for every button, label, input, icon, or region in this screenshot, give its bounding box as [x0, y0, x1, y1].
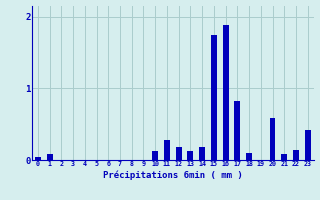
Bar [152, 151, 158, 160]
Bar [246, 153, 252, 160]
Bar [211, 35, 217, 160]
Bar [176, 147, 182, 160]
Bar [47, 154, 52, 160]
Bar [293, 150, 299, 160]
Bar [223, 25, 228, 160]
X-axis label: Précipitations 6min ( mm ): Précipitations 6min ( mm ) [103, 170, 243, 180]
Bar [281, 154, 287, 160]
Bar [35, 157, 41, 160]
Bar [270, 118, 276, 160]
Bar [305, 130, 311, 160]
Bar [235, 101, 240, 160]
Bar [188, 151, 193, 160]
Bar [199, 147, 205, 160]
Bar [164, 140, 170, 160]
